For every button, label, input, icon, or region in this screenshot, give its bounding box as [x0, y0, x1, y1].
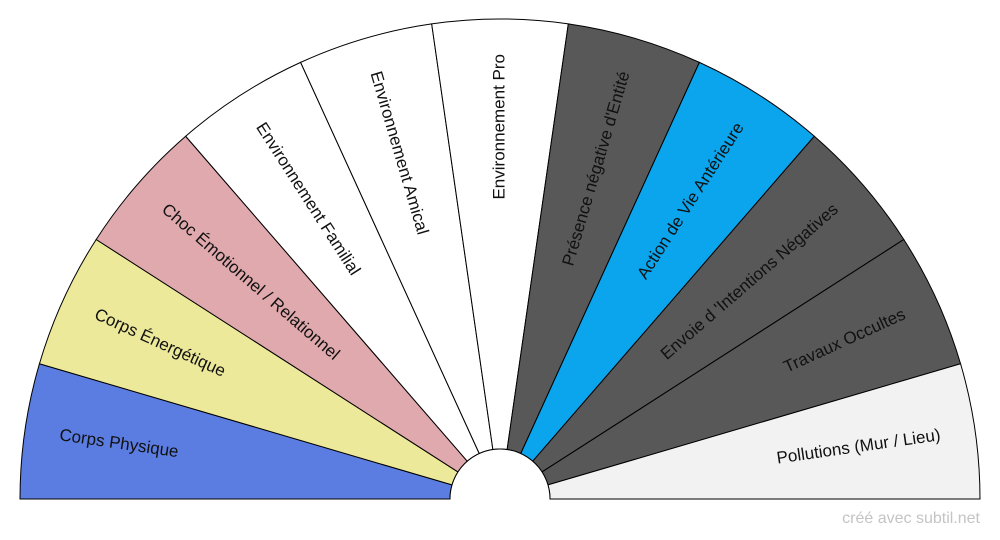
hub-lower-mask	[448, 499, 552, 540]
sector-label-environnement-pro: Environnement Pro	[489, 54, 508, 200]
sectors-layer	[19, 18, 981, 500]
credit-watermark: créé avec subtil.net	[842, 510, 980, 527]
